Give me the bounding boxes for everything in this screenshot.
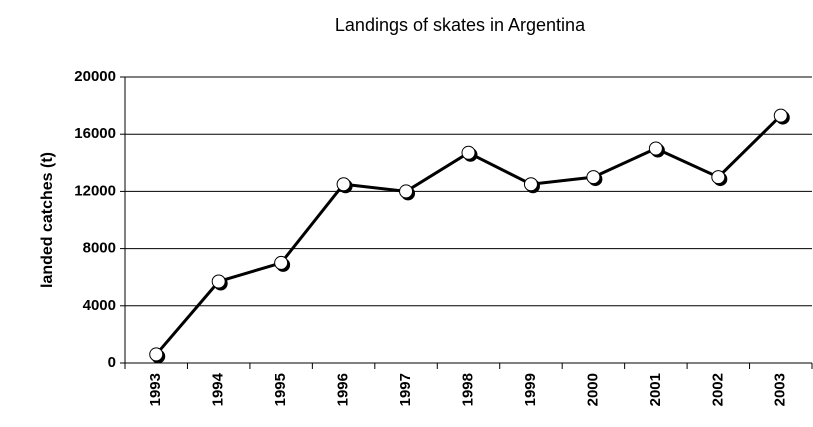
marker xyxy=(461,145,476,160)
marker xyxy=(586,170,601,185)
chart-title: Landings of skates in Argentina xyxy=(335,15,586,35)
marker xyxy=(648,141,663,156)
marker xyxy=(336,177,351,192)
x-tick-label: 2003 xyxy=(772,373,789,406)
y-tick-label: 12000 xyxy=(74,182,116,199)
x-tick-label: 1998 xyxy=(459,373,476,406)
marker xyxy=(399,184,414,199)
x-tick-label: 1997 xyxy=(397,373,414,406)
marker xyxy=(711,170,726,185)
x-tick-label: 2000 xyxy=(584,373,601,406)
marker xyxy=(149,347,164,362)
marker xyxy=(274,255,289,270)
x-tick-label: 1999 xyxy=(522,373,539,406)
x-tick-label: 2002 xyxy=(709,373,726,406)
y-tick-label: 16000 xyxy=(74,125,116,142)
y-tick-label: 0 xyxy=(108,354,116,371)
marker xyxy=(523,177,538,192)
marker xyxy=(211,274,226,289)
x-tick-label: 1996 xyxy=(335,373,352,406)
y-tick-label: 4000 xyxy=(83,297,116,314)
x-tick-label: 1993 xyxy=(147,373,164,406)
marker xyxy=(773,108,788,123)
y-axis-label: landed catches (t) xyxy=(39,152,56,288)
y-tick-label: 8000 xyxy=(83,240,116,257)
x-tick-label: 2001 xyxy=(647,373,664,406)
x-tick-label: 1994 xyxy=(210,372,227,406)
y-tick-label: 20000 xyxy=(74,68,116,85)
x-tick-label: 1995 xyxy=(272,373,289,406)
